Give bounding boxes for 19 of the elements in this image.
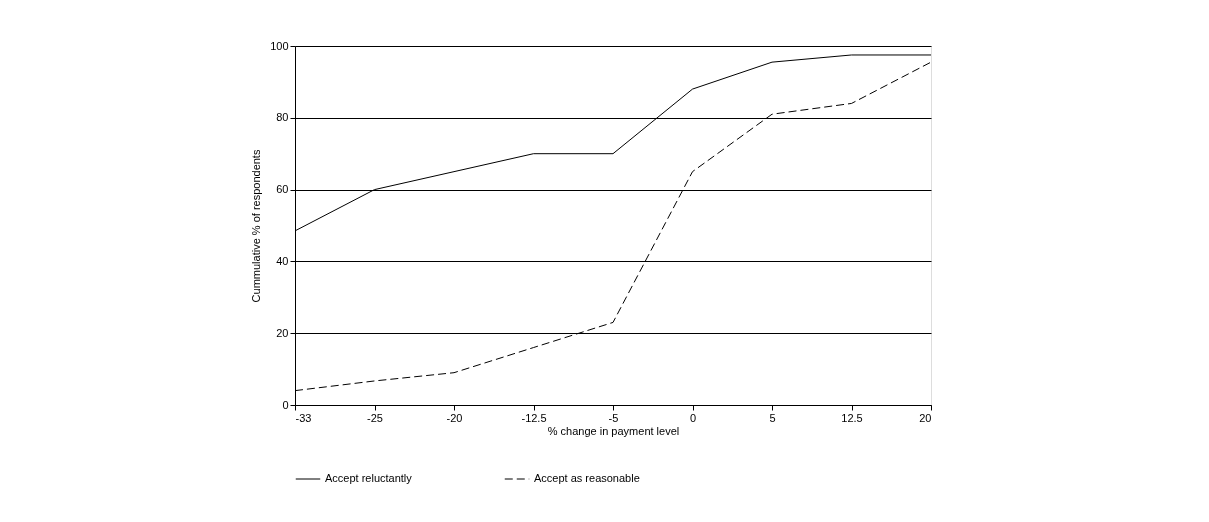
x-tick-label: 12.5	[841, 411, 863, 424]
x-tick-label: 0	[689, 411, 697, 424]
x-tick-label: -20	[446, 411, 463, 424]
y-tick-label: 60	[276, 183, 289, 196]
x-tick-label: -25	[367, 411, 383, 424]
x-tick-label: -5	[608, 411, 619, 424]
x-axis-title: % change in payment level	[547, 424, 680, 437]
x-tick-label: 5	[769, 411, 776, 424]
y-tick-label: 40	[276, 254, 289, 267]
x-tick-label: 20	[919, 411, 932, 424]
y-tick-label: 80	[276, 111, 289, 124]
y-tick-label: 100	[270, 39, 289, 52]
legend-label: Accept as reasonable	[534, 472, 640, 484]
y-tick-label: 20	[276, 326, 289, 339]
y-axis-title: Cummulative % of respondents	[250, 149, 263, 303]
x-tick-label: -33	[295, 411, 312, 424]
x-tick-label: -12.5	[521, 411, 547, 424]
y-tick-label: 0	[282, 398, 289, 411]
legend-label: Accept reluctantly	[325, 472, 413, 484]
